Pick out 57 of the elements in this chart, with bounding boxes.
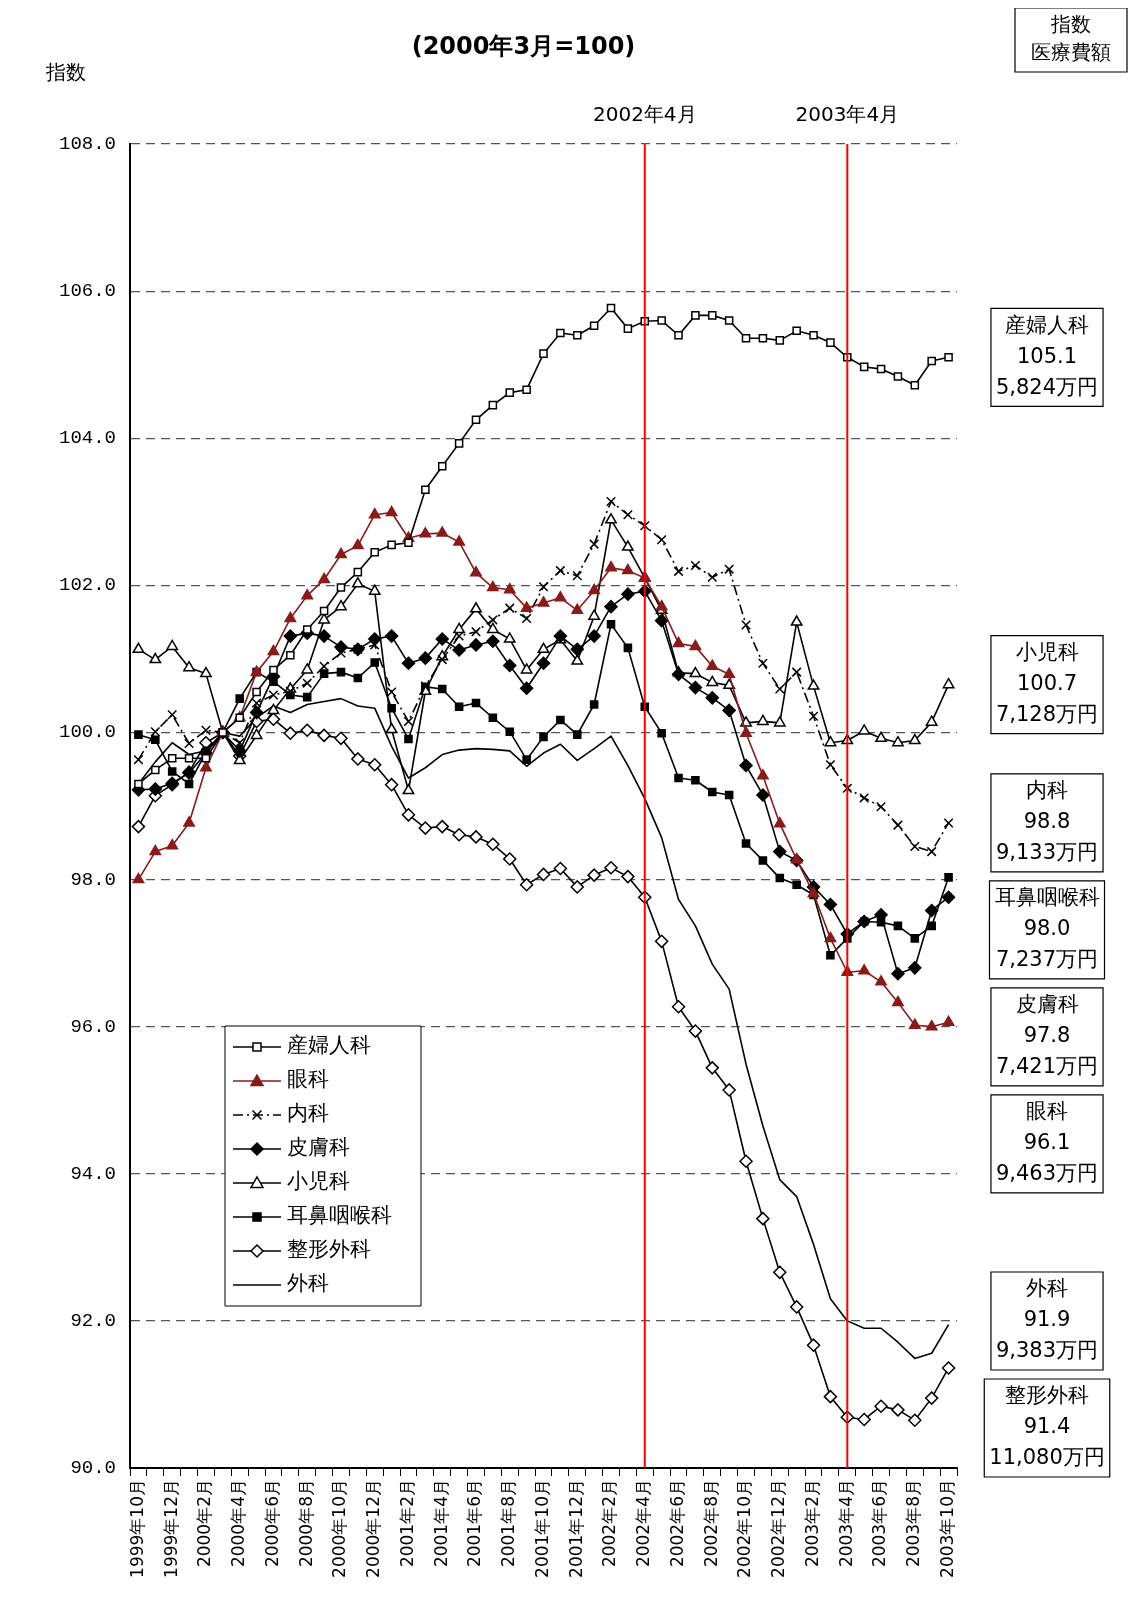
x-tick-label: 2002年10月: [734, 1479, 755, 1578]
text: 指数: [1050, 12, 1091, 37]
y-tick-label: 94.0: [70, 1162, 116, 1185]
x-tick-label: 2000年12月: [363, 1479, 384, 1578]
text: 耳鼻咽喉科 98.0 7,237万円: [994, 885, 1100, 972]
text: 眼科 96.1 9,463万円: [995, 1099, 1099, 1186]
x-tick-label: 2003年2月: [801, 1479, 822, 1568]
x-tick-label: 2001年10月: [531, 1479, 552, 1578]
y-tick-label: 102.0: [58, 574, 116, 597]
x-tick-label: 2003年6月: [869, 1479, 890, 1568]
y-tick-label: 106.0: [58, 280, 116, 303]
x-tick-label: 2002年6月: [666, 1479, 687, 1568]
legend-label: 眼科: [287, 1067, 329, 1092]
x-tick-label: 1999年12月: [160, 1479, 181, 1578]
legend-label: 耳鼻咽喉科: [287, 1203, 392, 1228]
y-tick-label: 104.0: [58, 427, 116, 450]
legend-label: 整形外科: [287, 1237, 371, 1262]
x-tick-label: 1999年10月: [126, 1479, 147, 1578]
x-tick-label: 2002年12月: [768, 1479, 789, 1578]
x-tick-label: 2000年2月: [194, 1479, 215, 1568]
y-axis-title: 指数: [45, 60, 86, 85]
x-tick-label: 2001年4月: [430, 1479, 451, 1568]
text: 皮膚科 97.8 7,421万円: [995, 992, 1099, 1079]
x-tick-label: 2003年10月: [936, 1479, 957, 1578]
text: 医療費額: [1031, 40, 1111, 65]
x-tick-label: 2001年8月: [498, 1479, 519, 1568]
x-tick-label: 2000年8月: [295, 1479, 316, 1568]
ref-line-label: 2002年4月: [592, 102, 697, 127]
text: 小児科 100.7 7,128万円: [995, 640, 1099, 727]
ref-line-label: 2003年4月: [795, 102, 900, 127]
x-tick-label: 2001年6月: [464, 1479, 485, 1568]
x-tick-label: 2000年10月: [329, 1479, 350, 1578]
y-tick-label: 98.0: [70, 868, 116, 891]
legend-label: 外科: [287, 1271, 329, 1296]
chart-title: (2000年3月=100): [411, 32, 636, 61]
legend-label: 小児科: [287, 1169, 350, 1194]
text: 外科 91.9 9,383万円: [995, 1276, 1099, 1363]
x-tick-label: 2002年2月: [599, 1479, 620, 1568]
x-tick-label: 2000年4月: [228, 1479, 249, 1568]
x-tick-label: 2002年4月: [633, 1479, 654, 1568]
legend-label: 内科: [287, 1101, 329, 1126]
legend-label: 産婦人科: [287, 1033, 371, 1058]
x-tick-label: 2001年12月: [565, 1479, 586, 1578]
x-tick-label: 2003年4月: [835, 1479, 856, 1568]
x-tick-label: 2003年8月: [903, 1479, 924, 1568]
text: 内科 98.8 9,133万円: [995, 778, 1099, 865]
x-tick-label: 2001年2月: [396, 1479, 417, 1568]
legend-label: 皮膚科: [287, 1135, 350, 1160]
y-tick-label: 90.0: [70, 1457, 116, 1480]
text: 整形外科 91.4 11,080万円: [989, 1383, 1105, 1470]
y-tick-label: 92.0: [70, 1309, 116, 1332]
text: 産婦人科 105.1 5,824万円: [995, 312, 1099, 399]
y-tick-label: 96.0: [70, 1015, 116, 1038]
x-tick-label: 2000年6月: [261, 1479, 282, 1568]
y-tick-label: 108.0: [58, 133, 116, 156]
y-tick-label: 100.0: [58, 721, 116, 744]
x-tick-label: 2002年8月: [700, 1479, 721, 1568]
